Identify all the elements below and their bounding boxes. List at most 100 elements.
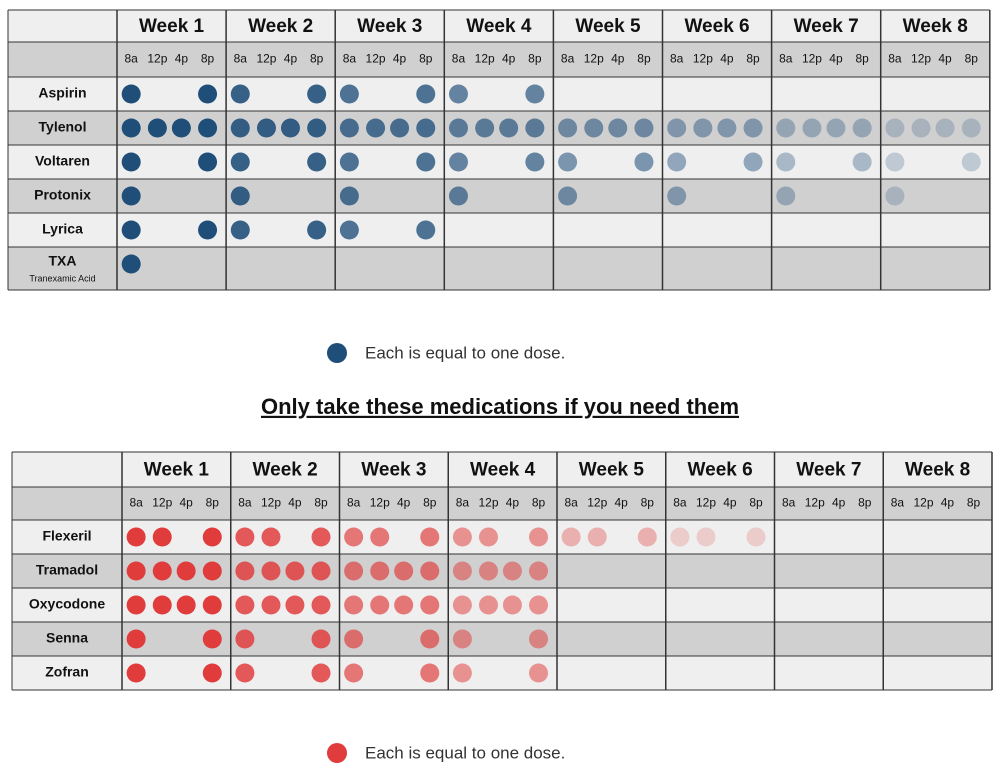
- dose-dot: [152, 561, 172, 581]
- time-label: 12p: [478, 496, 498, 510]
- dose-dot: [307, 152, 327, 172]
- row-bg: [8, 247, 990, 290]
- dose-dot: [394, 561, 414, 581]
- dose-dot: [802, 118, 822, 138]
- dose-dot: [307, 220, 327, 240]
- dose-dot: [311, 527, 331, 547]
- time-label: 4p: [175, 52, 189, 66]
- time-label: 12p: [911, 52, 931, 66]
- dose-dot: [961, 152, 981, 172]
- time-label: 8p: [423, 496, 437, 510]
- time-label: 4p: [832, 496, 846, 510]
- time-label: 12p: [693, 52, 713, 66]
- legend-dot: [327, 743, 347, 763]
- row-bg: [12, 622, 992, 656]
- dose-dot: [558, 152, 578, 172]
- week-label: Week 8: [903, 16, 968, 37]
- dose-dot: [126, 561, 146, 581]
- dose-dot: [307, 84, 327, 104]
- time-label: 8a: [452, 52, 466, 66]
- time-label: 8p: [965, 52, 979, 66]
- dose-dot: [776, 118, 796, 138]
- dose-dot: [452, 527, 472, 547]
- dose-dot: [121, 152, 141, 172]
- dose-dot: [529, 663, 549, 683]
- dose-dot: [420, 629, 440, 649]
- time-label: 8p: [206, 496, 220, 510]
- dose-dot: [478, 561, 498, 581]
- dose-dot: [344, 629, 364, 649]
- time-label: 4p: [614, 496, 628, 510]
- dose-dot: [198, 152, 218, 172]
- dose-dot: [202, 527, 222, 547]
- week-label: Week 2: [253, 460, 318, 481]
- row-bg: [8, 179, 990, 213]
- dose-dot: [370, 561, 390, 581]
- dose-dot: [717, 118, 737, 138]
- medication-name: Aspirin: [38, 85, 86, 101]
- dose-dot: [311, 663, 331, 683]
- dose-dot: [452, 595, 472, 615]
- dose-dot: [198, 118, 218, 138]
- dose-dot: [344, 663, 364, 683]
- dose-dot: [202, 629, 222, 649]
- medication-name: Zofran: [45, 664, 89, 680]
- dose-dot: [307, 118, 327, 138]
- dose-dot: [478, 595, 498, 615]
- dose-dot: [394, 595, 414, 615]
- time-label: 8p: [419, 52, 433, 66]
- dose-dot: [339, 118, 359, 138]
- dose-dot: [885, 152, 905, 172]
- dose-dot: [961, 118, 981, 138]
- dose-dot: [448, 118, 468, 138]
- time-label: 12p: [256, 52, 276, 66]
- week-label: Week 1: [139, 16, 205, 37]
- dose-dot: [584, 118, 604, 138]
- dose-dot: [452, 561, 472, 581]
- dose-dot: [235, 663, 255, 683]
- dose-dot: [852, 118, 872, 138]
- dose-dot: [561, 527, 581, 547]
- time-label: 12p: [370, 496, 390, 510]
- dose-dot: [416, 118, 436, 138]
- dose-dot: [743, 152, 763, 172]
- dose-dot: [390, 118, 410, 138]
- time-label: 8p: [201, 52, 215, 66]
- dose-dot: [558, 186, 578, 206]
- dose-dot: [670, 527, 690, 547]
- time-label: 4p: [938, 52, 952, 66]
- dose-dot: [475, 118, 495, 138]
- medication-name: Protonix: [34, 187, 91, 203]
- dose-dot: [230, 152, 250, 172]
- dose-dot: [230, 186, 250, 206]
- dose-dot: [176, 561, 196, 581]
- row-bg: [12, 554, 992, 588]
- time-label: 8a: [238, 496, 252, 510]
- time-label: 12p: [152, 496, 172, 510]
- dose-dot: [416, 220, 436, 240]
- dose-dot: [256, 118, 276, 138]
- legend-text: Each is equal to one dose.: [365, 743, 565, 762]
- dose-dot: [126, 595, 146, 615]
- dose-dot: [529, 595, 549, 615]
- dose-dot: [202, 595, 222, 615]
- dose-dot: [230, 220, 250, 240]
- time-label: 12p: [584, 52, 604, 66]
- dose-dot: [420, 595, 440, 615]
- time-label: 4p: [179, 496, 193, 510]
- dose-dot: [587, 527, 607, 547]
- row-bg: [8, 77, 990, 111]
- dose-dot: [499, 118, 519, 138]
- dose-dot: [261, 561, 281, 581]
- week-label: Week 5: [579, 460, 645, 481]
- dose-dot: [608, 118, 628, 138]
- time-label: 4p: [502, 52, 516, 66]
- medication-name: Lyrica: [42, 221, 83, 237]
- time-label: 8a: [891, 496, 905, 510]
- dose-dot: [420, 561, 440, 581]
- dose-dot: [911, 118, 931, 138]
- dose-dot: [448, 186, 468, 206]
- dose-dot: [126, 663, 146, 683]
- dose-dot: [202, 561, 222, 581]
